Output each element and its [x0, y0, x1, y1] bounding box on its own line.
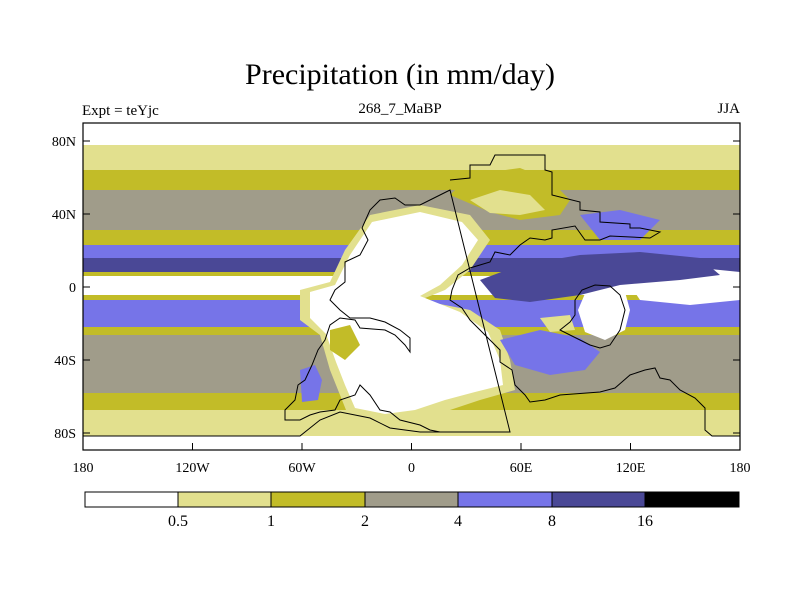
colorbar-label: 1	[267, 513, 275, 530]
x-tick-label: 180	[730, 461, 751, 476]
y-tick-label: 0	[69, 281, 76, 296]
y-tick-label: 80N	[52, 135, 76, 150]
colorbar-segment	[644, 491, 740, 508]
x-tick-label: 120E	[616, 461, 646, 476]
y-tick-label: 80S	[54, 427, 76, 442]
x-tick-label: 60W	[288, 461, 316, 476]
colorbar-segment	[457, 491, 553, 508]
x-tick-label: 180	[73, 461, 94, 476]
x-tick-label: 60E	[510, 461, 533, 476]
east-land-outline	[559, 284, 626, 349]
colorbar-label: 0.5	[168, 513, 188, 530]
colorbar-segment	[551, 491, 646, 508]
y-tick-label: 40S	[54, 354, 76, 369]
colorbar: 0.5 1 2 4 8 16	[84, 491, 740, 530]
colorbar-label: 8	[548, 513, 556, 530]
colorbar-segment	[177, 491, 272, 508]
colorbar-label: 2	[361, 513, 369, 530]
y-tick-label: 40N	[52, 208, 76, 223]
time-label: 268_7_MaBP	[358, 101, 442, 117]
colorbar-segment	[84, 491, 179, 508]
colorbar-segment	[364, 491, 459, 508]
colorbar-label: 16	[637, 513, 653, 530]
x-tick-label: 0	[408, 461, 415, 476]
colorbar-segment	[270, 491, 366, 508]
coastline	[284, 154, 740, 437]
x-tick-label: 120W	[175, 461, 210, 476]
experiment-label: Expt = teYjc	[82, 103, 159, 119]
colorbar-label: 4	[454, 513, 462, 530]
map-title: Precipitation (in mm/day)	[245, 58, 555, 91]
southern-continent-outline	[83, 411, 510, 437]
precipitation-field	[83, 123, 740, 450]
season-label: JJA	[717, 101, 740, 117]
